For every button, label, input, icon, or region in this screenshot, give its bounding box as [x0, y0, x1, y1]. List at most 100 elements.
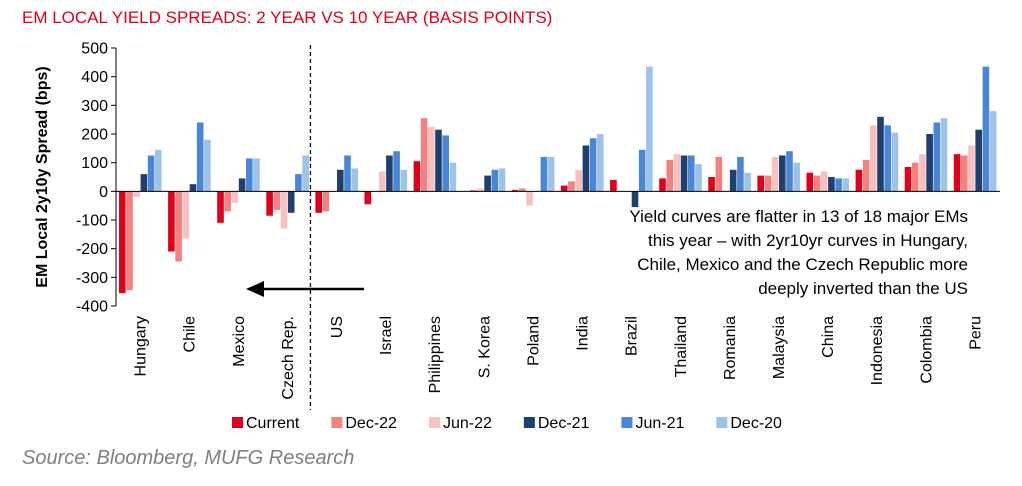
bar-current-india [561, 186, 568, 192]
bar-jun-22-israel [379, 171, 386, 191]
bar-current-chile [168, 191, 175, 251]
bar-jun-22-chile [183, 191, 190, 238]
bar-jun-21-thailand [688, 156, 695, 192]
y-tick-label: 500 [81, 41, 108, 58]
bar-dec-20-thailand [695, 164, 702, 191]
category-label: Israel [378, 316, 395, 355]
y-tick-label: 0 [99, 184, 108, 201]
y-tick-label: 400 [81, 69, 108, 86]
category-label: Peru [967, 316, 984, 350]
bar-dec-22-india [568, 181, 575, 191]
category-label: Thailand [673, 316, 690, 377]
bar-dec-20-israel [401, 170, 408, 192]
bar-jun-22-thailand [674, 154, 681, 191]
bar-dec-20-hungary [155, 150, 162, 192]
bar-jun-21-chile [197, 123, 204, 192]
annotation-line: Yield curves are flatter in 13 of 18 maj… [629, 207, 968, 226]
category-label: Indonesia [869, 316, 886, 385]
legend-swatch-current [232, 417, 243, 428]
bar-dec-20-us [351, 168, 358, 191]
legend-swatch-dec-20 [716, 417, 727, 428]
bar-jun-21-mexico [246, 158, 253, 191]
category-label: India [575, 316, 592, 351]
bar-jun-21-philippines [442, 135, 449, 191]
bar-dec-20-romania [744, 173, 751, 192]
bar-dec-22-peru [961, 156, 968, 192]
bar-jun-22-peru [968, 146, 975, 192]
bar-dec-21-brazil [632, 191, 639, 207]
bar-dec-20-malaysia [793, 163, 800, 192]
category-label: Hungary [133, 316, 150, 376]
bar-jun-21-hungary [148, 156, 155, 192]
legend-swatch-jun-22 [429, 417, 440, 428]
bar-dec-21-mexico [239, 178, 246, 191]
bar-jun-21-s-korea [492, 170, 499, 192]
annotation-line: Chile, Mexico and the Czech Republic mor… [637, 255, 968, 274]
bar-jun-22-indonesia [870, 125, 877, 191]
legend-label: Current [246, 415, 300, 432]
bar-jun-21-us [344, 156, 351, 192]
legend-label: Dec-22 [345, 415, 397, 432]
bar-current-indonesia [856, 170, 863, 192]
category-label: Colombia [918, 316, 935, 384]
bar-dec-21-israel [386, 156, 393, 192]
bar-dec-22-mexico [224, 191, 231, 211]
bar-jun-22-india [575, 170, 582, 192]
bar-dec-20-philippines [450, 163, 457, 192]
bar-dec-21-s-korea [484, 176, 491, 192]
annotation-line: deeply inverted than the US [758, 279, 968, 298]
bar-jun-22-mexico [232, 191, 239, 203]
bar-jun-21-colombia [934, 123, 941, 192]
bar-current-hungary [119, 191, 126, 293]
legend-swatch-jun-21 [621, 417, 632, 428]
bar-dec-22-hungary [126, 191, 133, 290]
bar-dec-20-czech-rep- [302, 156, 309, 192]
y-axis-title: EM Local 2y10y Spread (bps) [34, 66, 51, 287]
bar-dec-22-philippines [421, 118, 428, 191]
bar-dec-21-indonesia [877, 117, 884, 192]
bar-dec-20-mexico [253, 158, 260, 191]
bar-dec-21-malaysia [779, 156, 786, 192]
bar-dec-21-chile [190, 184, 197, 191]
bar-dec-20-chile [204, 140, 211, 192]
bar-dec-21-romania [730, 170, 737, 192]
bar-dec-21-philippines [435, 130, 442, 192]
bar-dec-21-czech-rep- [288, 191, 295, 213]
bar-dec-21-thailand [681, 156, 688, 192]
bar-dec-20-brazil [646, 67, 653, 192]
bar-jun-22-malaysia [772, 157, 779, 191]
category-label: Chile [182, 316, 199, 353]
bar-dec-22-colombia [912, 163, 919, 192]
bar-dec-22-czech-rep- [274, 191, 281, 210]
bar-current-israel [365, 191, 372, 204]
arrow-head [246, 281, 264, 297]
bar-dec-21-us [337, 170, 344, 192]
bar-current-mexico [217, 191, 224, 223]
bar-dec-22-romania [716, 157, 723, 191]
category-label: Czech Rep. [280, 316, 297, 400]
bar-jun-21-israel [393, 151, 400, 191]
bar-dec-22-indonesia [863, 160, 870, 192]
y-tick-label: -400 [76, 299, 108, 316]
bar-jun-21-brazil [639, 150, 646, 192]
bar-dec-21-peru [975, 130, 982, 192]
bar-dec-22-malaysia [765, 176, 772, 192]
legend-swatch-dec-21 [524, 417, 535, 428]
annotation-line: this year – with 2yr10yr curves in Hunga… [648, 231, 968, 250]
category-label: Mexico [231, 316, 248, 367]
category-label: Malaysia [771, 316, 788, 379]
bar-jun-21-romania [737, 157, 744, 191]
bar-dec-22-us [323, 191, 330, 211]
bar-current-thailand [659, 178, 666, 191]
bar-dec-20-poland [548, 157, 555, 191]
bar-dec-22-chile [175, 191, 182, 261]
bar-jun-21-poland [541, 157, 548, 191]
category-label: Philippines [427, 316, 444, 393]
bar-jun-22-poland [526, 191, 533, 205]
bar-current-czech-rep- [266, 191, 273, 215]
bar-dec-20-colombia [941, 118, 948, 191]
bar-current-china [807, 173, 814, 192]
bar-jun-21-india [590, 138, 597, 191]
category-label: US [329, 316, 346, 338]
y-tick-label: -300 [76, 270, 108, 287]
